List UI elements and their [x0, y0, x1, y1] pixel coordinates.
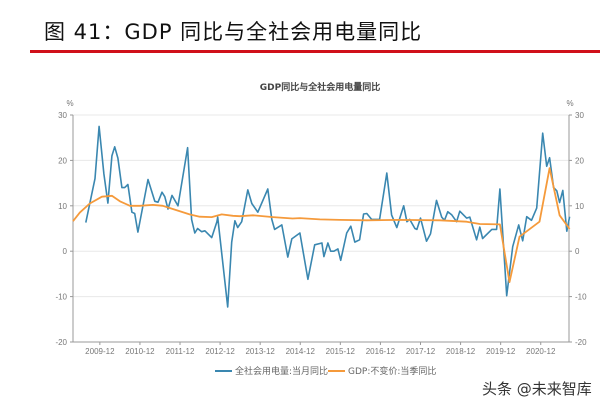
x-tick-label: 2013-12	[245, 347, 275, 356]
y-left-tick-label: -10	[55, 293, 67, 302]
y-right-unit: %	[566, 99, 573, 108]
legend-label-gdp: GDP:不变价:当季同比	[348, 365, 436, 377]
y-right-tick-label: 20	[575, 156, 584, 165]
x-tick-label: 2020-12	[526, 347, 556, 356]
x-tick-label: 2017-12	[406, 347, 436, 356]
y-left-tick-label: 0	[63, 247, 68, 256]
x-tick-label: 2009-12	[85, 347, 115, 356]
y-right-tick-label: -10	[575, 293, 587, 302]
y-left-unit: %	[66, 99, 73, 108]
y-right-tick-label: 30	[575, 111, 584, 120]
x-tick-label: 2011-12	[166, 347, 195, 356]
legend-label-electricity: 全社会用电量:当月同比	[235, 365, 328, 377]
series-line-electricity	[85, 125, 571, 308]
y-left-tick-label: -20	[55, 338, 67, 347]
x-tick-label: 2014-12	[286, 347, 316, 356]
x-tick-label: 2016-12	[366, 347, 396, 356]
title-divider	[30, 50, 600, 53]
x-tick-label: 2018-12	[446, 347, 476, 356]
x-tick-label: 2010-12	[125, 347, 155, 356]
x-tick-label: 2012-12	[205, 347, 235, 356]
chart-title: GDP同比与全社会用电量同比	[260, 81, 380, 93]
y-right-tick-label: 10	[575, 202, 584, 211]
y-right-tick-label: 0	[575, 247, 580, 256]
y-right-tick-label: -20	[575, 338, 587, 347]
x-tick-label: 2019-12	[486, 347, 516, 356]
x-tick-label: 2015-12	[326, 347, 356, 356]
y-left-tick-label: 10	[58, 202, 67, 211]
figure-title: 图 41：GDP 同比与全社会用电量同比	[44, 20, 423, 44]
y-left-tick-label: 30	[58, 111, 67, 120]
y-left-tick-label: 20	[58, 156, 67, 165]
watermark: 头条 @未来智库	[482, 380, 592, 398]
series-line-gdp	[72, 167, 571, 283]
